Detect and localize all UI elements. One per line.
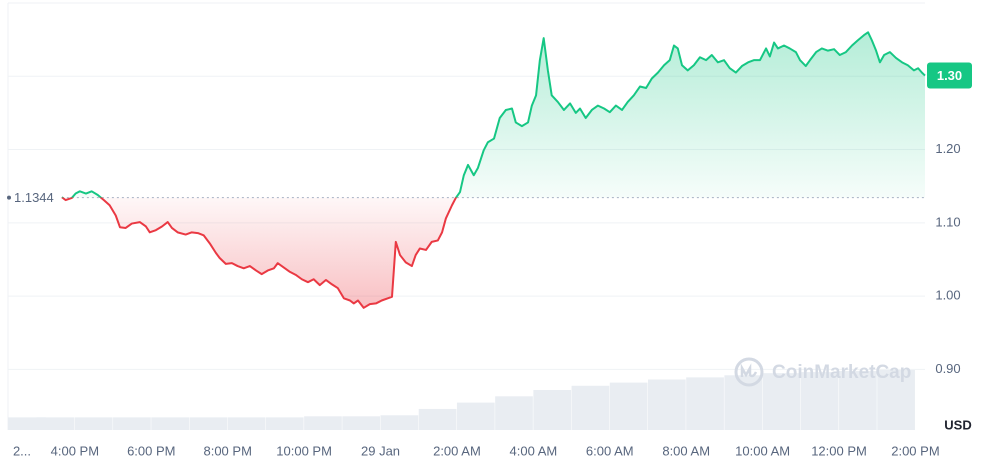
x-tick-label: 29 Jan <box>361 443 400 458</box>
y-tick-label: 1.00 <box>935 288 960 303</box>
volume-bar <box>609 382 648 430</box>
volume-bar <box>533 390 572 430</box>
baseline-dot <box>7 195 11 200</box>
volume-bar <box>265 417 304 430</box>
volume-bar <box>36 417 75 430</box>
volume-bar <box>647 379 686 430</box>
x-tick-label: 4:00 AM <box>510 443 558 458</box>
watermark-logo <box>734 357 764 387</box>
volume-bar <box>304 416 342 430</box>
volume-bar <box>8 417 46 430</box>
volume-bar <box>380 415 419 430</box>
volume-bar <box>877 370 915 430</box>
volume-bar <box>762 373 801 430</box>
axes: 0.90 1.00 1.10 1.20 1.30 2... 4:00 PM 6:00 PM 8:… <box>13 62 972 458</box>
price-tag <box>927 62 972 89</box>
volume-bar <box>456 402 495 430</box>
volume <box>8 370 915 430</box>
x-tick-label: 4:00 PM <box>51 443 99 458</box>
watermark-logo <box>740 363 758 378</box>
x-tick-label: 2... <box>13 443 31 458</box>
volume-bar <box>74 417 113 430</box>
watermark-text: CoinMarketCap <box>772 362 911 383</box>
volume-bar <box>686 377 724 430</box>
x-tick-label: 6:00 AM <box>586 443 634 458</box>
volume-bar <box>571 385 610 430</box>
volume-bar <box>495 396 533 430</box>
y-tick-label: 0.90 <box>935 361 960 376</box>
currency-label: USD <box>944 417 971 432</box>
volume-bar <box>113 417 151 430</box>
volume-bar <box>342 416 381 430</box>
x-tick-label: 10:00 AM <box>735 443 790 458</box>
x-tick-label: 6:00 PM <box>127 443 175 458</box>
x-tick-label: 12:00 PM <box>811 443 867 458</box>
price-area <box>61 32 926 308</box>
price-tag-label: 1.30 <box>937 68 962 83</box>
x-tick-label: 8:00 PM <box>203 443 251 458</box>
volume-bar <box>418 408 457 430</box>
volume-bar <box>227 417 266 430</box>
y-tick-label: 1.20 <box>935 141 960 156</box>
x-tick-label: 10:00 PM <box>276 443 332 458</box>
volume-bar <box>839 371 877 430</box>
volume-bar <box>151 417 189 430</box>
x-tick-label: 2:00 AM <box>433 443 481 458</box>
baseline-label: 1.1344 <box>14 190 54 205</box>
volume-bar <box>800 372 839 430</box>
plot: 1.1344 <box>7 31 926 309</box>
price-line <box>61 31 926 309</box>
watermark: CoinMarketCap <box>734 357 911 387</box>
x-tick-label: 8:00 AM <box>662 443 710 458</box>
volume-bar <box>189 417 228 430</box>
x-tick-label: 2:00 PM <box>891 443 939 458</box>
y-tick-label: 1.10 <box>935 214 960 229</box>
